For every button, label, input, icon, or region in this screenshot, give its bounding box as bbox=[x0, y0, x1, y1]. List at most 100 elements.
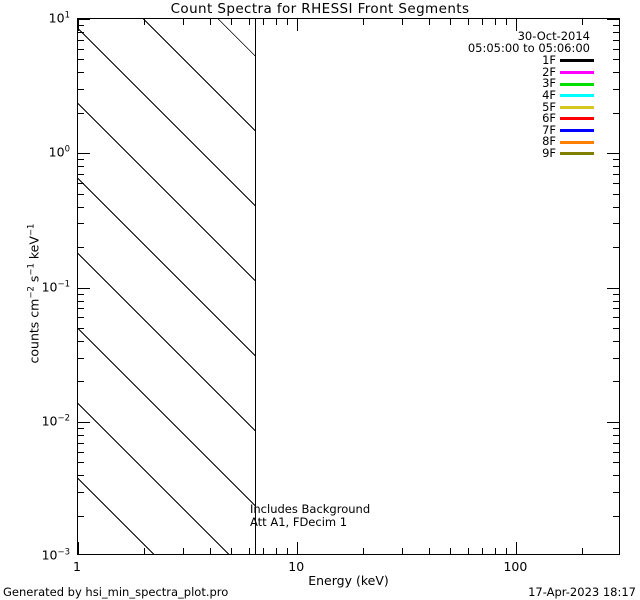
x-axis-minor-tick bbox=[482, 548, 484, 554]
legend-item: 4F bbox=[430, 87, 626, 102]
x-axis-minor-tick-top bbox=[401, 19, 403, 25]
legend-item-label: 4F bbox=[542, 87, 556, 102]
y-axis-minor-tick bbox=[78, 39, 84, 41]
x-axis-minor-tick bbox=[467, 548, 469, 554]
y-axis-tick-label: 10−2 bbox=[41, 413, 70, 429]
y-axis-minor-tick bbox=[78, 427, 84, 429]
excluded-energy-boundary-line bbox=[255, 19, 257, 554]
x-axis-minor-tick-top bbox=[482, 19, 484, 25]
y-axis-minor-tick-right bbox=[613, 159, 619, 161]
x-axis-minor-tick bbox=[143, 548, 145, 554]
y-axis-minor-tick-right bbox=[613, 72, 619, 74]
x-axis-minor-tick bbox=[450, 548, 452, 554]
y-axis-minor-tick-right bbox=[613, 32, 619, 33]
y-axis-minor-tick bbox=[78, 193, 84, 195]
x-axis-minor-tick-top bbox=[506, 19, 508, 25]
y-axis-minor-tick-right bbox=[613, 317, 619, 319]
x-axis-minor-tick-top bbox=[429, 19, 431, 25]
y-axis-minor-tick-right bbox=[613, 25, 619, 27]
y-axis-minor-tick-right bbox=[613, 59, 619, 61]
x-axis-major-tick bbox=[78, 542, 79, 554]
x-axis-minor-tick bbox=[275, 548, 277, 554]
y-axis-minor-tick bbox=[78, 247, 84, 249]
y-axis-minor-tick bbox=[78, 340, 84, 342]
annotation-line-1: Includes Background bbox=[250, 502, 371, 516]
x-axis-title: Energy (keV) bbox=[308, 573, 389, 588]
legend-item-label: 2F bbox=[542, 64, 556, 79]
legend-color-swatch bbox=[560, 94, 594, 98]
x-axis-tick-label: 1 bbox=[73, 559, 81, 574]
y-axis-minor-tick-right bbox=[613, 223, 619, 225]
y-axis-minor-tick bbox=[78, 300, 84, 302]
x-axis-minor-tick bbox=[582, 548, 584, 554]
x-axis-minor-tick bbox=[248, 548, 250, 554]
y-axis-minor-tick bbox=[78, 308, 84, 310]
legend-entries: 1F 2F 3F 4F 5F 6F 7F 8F 9F bbox=[430, 55, 626, 159]
y-axis-minor-tick bbox=[78, 462, 84, 464]
legend-color-swatch bbox=[560, 105, 594, 109]
y-axis-minor-tick bbox=[78, 89, 84, 91]
legend-color-swatch bbox=[560, 152, 594, 156]
y-axis-minor-tick bbox=[78, 515, 84, 517]
y-axis-minor-tick bbox=[78, 59, 84, 61]
excluded-energy-hatch-region bbox=[78, 19, 257, 554]
y-axis-minor-tick bbox=[78, 434, 84, 436]
legend-item: 8F bbox=[430, 136, 626, 148]
legend-item: 9F bbox=[430, 147, 626, 160]
y-axis-tick-label: 101 bbox=[48, 10, 70, 26]
x-axis-minor-tick-top bbox=[467, 19, 469, 25]
y-axis-minor-tick-right bbox=[613, 327, 619, 329]
x-axis-major-tick-top bbox=[297, 19, 299, 31]
y-axis-minor-tick bbox=[78, 112, 84, 114]
legend-item-label: 5F bbox=[542, 99, 556, 114]
x-axis-minor-tick bbox=[429, 548, 431, 554]
y-axis-major-tick bbox=[78, 153, 90, 155]
legend-color-swatch bbox=[560, 117, 594, 121]
y-axis-minor-tick bbox=[78, 327, 84, 329]
legend-item: 3F bbox=[430, 78, 626, 90]
x-axis-major-tick-top bbox=[516, 19, 518, 31]
x-axis-minor-tick bbox=[182, 548, 184, 554]
y-axis-minor-tick-right bbox=[613, 166, 619, 168]
legend-item: 5F bbox=[430, 99, 626, 114]
plot-area bbox=[77, 18, 620, 555]
x-axis-minor-tick-top bbox=[248, 19, 250, 25]
y-axis-major-tick-right bbox=[607, 19, 619, 20]
y-axis-minor-tick bbox=[78, 174, 84, 176]
x-axis-minor-tick-top bbox=[495, 19, 497, 25]
y-axis-minor-tick-right bbox=[613, 357, 619, 359]
y-axis-minor-tick bbox=[78, 451, 84, 453]
x-axis-minor-tick bbox=[209, 548, 211, 554]
legend-date: 30-Oct-2014 bbox=[517, 29, 590, 43]
y-axis-minor-tick bbox=[78, 72, 84, 74]
y-axis-minor-tick-right bbox=[613, 340, 619, 342]
x-axis-minor-tick bbox=[401, 548, 403, 554]
legend-item: 6F bbox=[430, 113, 626, 125]
x-axis-minor-tick-top bbox=[275, 19, 277, 25]
legend-color-swatch bbox=[560, 71, 594, 75]
legend-item: 1F bbox=[430, 55, 626, 67]
x-axis-minor-tick-top bbox=[287, 19, 289, 25]
y-axis-minor-tick-right bbox=[613, 89, 619, 91]
y-axis-minor-tick-right bbox=[613, 451, 619, 453]
x-axis-tick-label: 10 bbox=[288, 559, 305, 574]
y-axis-minor-tick-right bbox=[613, 48, 619, 50]
x-axis-minor-tick-top bbox=[182, 19, 184, 25]
legend-item: 2F bbox=[430, 64, 626, 79]
legend-item-label: 8F bbox=[542, 134, 556, 149]
footer-generator-text: Generated by hsi_min_spectra_plot.pro bbox=[3, 585, 229, 599]
legend-item-label: 3F bbox=[542, 76, 556, 91]
x-axis-minor-tick bbox=[506, 548, 508, 554]
y-axis-major-tick-right bbox=[607, 421, 619, 423]
x-axis-minor-tick-top bbox=[450, 19, 452, 25]
x-axis-minor-tick bbox=[263, 548, 265, 554]
x-axis-major-tick-top bbox=[78, 19, 79, 31]
y-axis-minor-tick-right bbox=[613, 515, 619, 517]
y-axis-minor-tick bbox=[78, 32, 84, 33]
y-axis-minor-tick bbox=[78, 25, 84, 27]
y-axis-minor-tick bbox=[78, 48, 84, 50]
legend-color-swatch bbox=[560, 82, 594, 86]
y-axis-tick-label: 100 bbox=[48, 144, 70, 160]
page-title: Count Spectra for RHESSI Front Segments bbox=[170, 1, 470, 17]
y-axis-minor-tick bbox=[78, 491, 84, 493]
